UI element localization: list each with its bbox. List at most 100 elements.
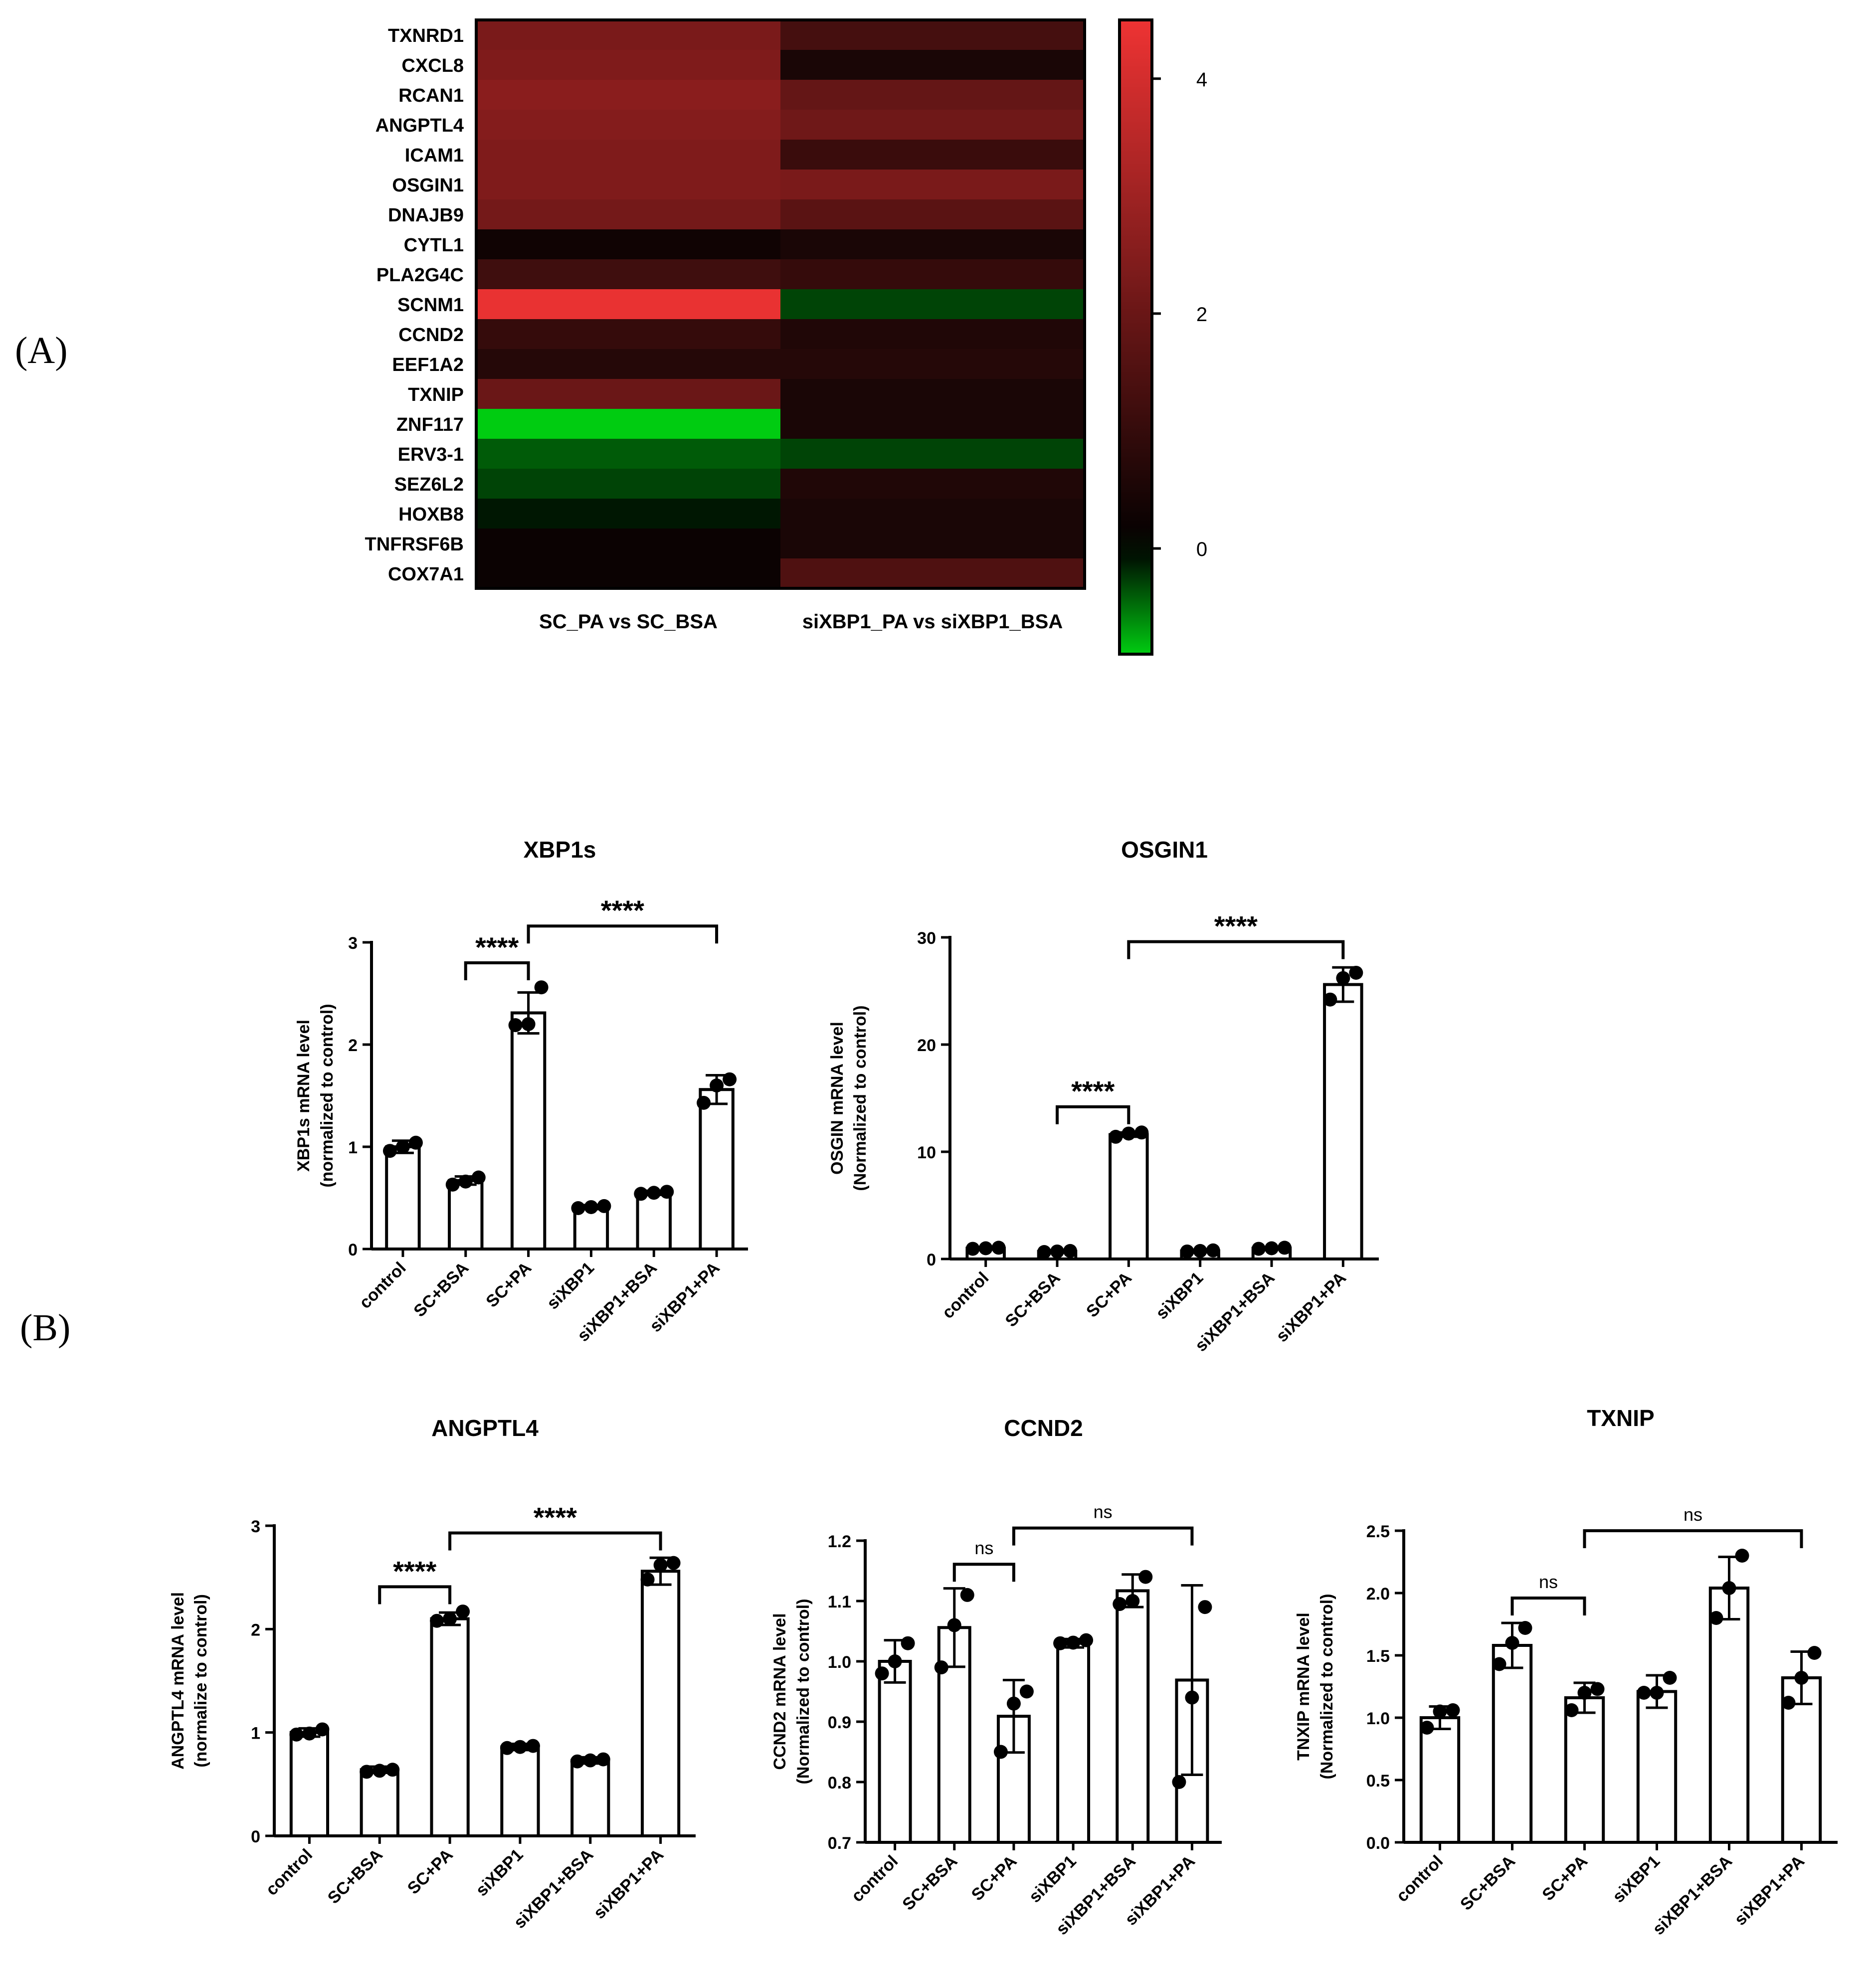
data-point — [1446, 1703, 1460, 1717]
heatmap-cell — [476, 140, 781, 170]
y-tick-label: 1 — [348, 1138, 358, 1157]
heatmap-cell — [780, 379, 1085, 409]
data-point — [584, 1200, 598, 1214]
significance-label: ns — [1684, 1504, 1702, 1525]
data-point — [382, 1144, 397, 1158]
y-tick-label: 2.5 — [1366, 1522, 1390, 1541]
heatmap-border — [475, 18, 1086, 590]
bar — [430, 1617, 470, 1838]
heatmap-row-label: ANGPTL4 — [375, 115, 464, 136]
significance-label: **** — [534, 1502, 577, 1533]
data-point — [993, 1745, 1008, 1759]
bar — [1109, 1133, 1149, 1261]
y-axis-label: (Normalized to control) — [794, 1599, 813, 1784]
y-tick-label: 3 — [251, 1517, 260, 1536]
y-axis-label: TNXIP mRNA level — [1294, 1612, 1313, 1761]
data-point — [1650, 1686, 1664, 1700]
heatmap-cell — [476, 170, 781, 200]
data-point — [901, 1636, 915, 1650]
data-point — [1063, 1244, 1077, 1258]
data-point — [443, 1611, 457, 1626]
x-tick-label: control — [262, 1845, 316, 1899]
data-point — [1050, 1244, 1064, 1258]
data-point — [500, 1741, 514, 1755]
heatmap-row-label: HOXB8 — [398, 504, 464, 525]
data-point — [1066, 1635, 1081, 1650]
data-point — [1079, 1633, 1094, 1647]
y-tick-label: 1 — [251, 1724, 260, 1743]
bar — [1056, 1641, 1091, 1844]
heatmap-column-label: siXBP1_PA vs siXBP1_BSA — [802, 611, 1063, 633]
bar — [1116, 1589, 1150, 1844]
significance-bracket — [1012, 1526, 1194, 1546]
bar — [500, 1745, 540, 1838]
significance-bracket — [378, 1585, 452, 1605]
heatmap-cell — [476, 469, 781, 499]
data-point — [526, 1739, 540, 1753]
heatmap-cell — [476, 409, 781, 439]
heatmap-row-label: PLA2G4C — [376, 265, 464, 286]
bar — [510, 1011, 547, 1251]
data-point — [456, 1605, 470, 1619]
y-tick-label: 0 — [927, 1251, 936, 1269]
significance-label: **** — [601, 894, 644, 926]
heatmap-cell — [780, 289, 1085, 320]
data-point — [710, 1078, 724, 1092]
x-tick-label: SC+PA — [968, 1852, 1021, 1905]
data-point — [1198, 1600, 1212, 1614]
data-point — [647, 1186, 661, 1200]
heatmap-row-label: TXNIP — [408, 384, 464, 405]
x-tick-label: SC+BSA — [410, 1258, 472, 1321]
y-axis-label: (Normalized to control) — [851, 1005, 870, 1191]
x-tick-label: SC+PA — [404, 1845, 457, 1898]
data-point — [395, 1140, 410, 1154]
y-tick-label: 10 — [917, 1143, 936, 1162]
heatmap-row-label: SEZ6L2 — [394, 474, 464, 495]
heatmap-cell — [780, 199, 1085, 230]
heatmap-cell — [476, 558, 781, 589]
heatmap-row-label: ZNF117 — [396, 414, 464, 435]
data-point — [1349, 965, 1363, 980]
y-tick-label: 2 — [251, 1620, 260, 1639]
data-point — [1180, 1244, 1194, 1258]
colorbar-tick-label: 4 — [1196, 69, 1207, 91]
data-point — [302, 1726, 317, 1741]
heatmap-cell — [476, 349, 781, 379]
data-point — [1492, 1657, 1506, 1671]
heatmap-cell — [780, 140, 1085, 170]
bar — [1323, 983, 1363, 1260]
heatmap-column-label: SC_PA vs SC_BSA — [539, 611, 718, 633]
chart-title: TXNIP — [1587, 1405, 1654, 1431]
data-point — [408, 1135, 423, 1150]
significance-label: ns — [1094, 1502, 1113, 1522]
data-point — [534, 980, 549, 995]
significance-bracket — [1056, 1105, 1130, 1124]
y-axis-label: CCND2 mRNA level — [770, 1613, 789, 1770]
heatmap-cell — [780, 469, 1085, 499]
panel-label-b: (B) — [20, 1307, 71, 1349]
chart-title: CCND2 — [1004, 1415, 1083, 1441]
data-point — [570, 1754, 584, 1769]
y-tick-label: 2 — [348, 1036, 358, 1055]
data-point — [978, 1241, 993, 1255]
heatmap-cell — [780, 439, 1085, 469]
data-point — [289, 1727, 304, 1742]
significance-bracket — [527, 924, 719, 944]
x-tick-label: SC+BSA — [1457, 1852, 1519, 1914]
x-tick-label: siXBP1 — [1025, 1852, 1080, 1907]
y-tick-label: 1.2 — [828, 1532, 851, 1551]
heatmap-cell — [780, 349, 1085, 379]
heatmap-cell — [476, 20, 781, 50]
data-point — [1019, 1684, 1034, 1699]
heatmap-cell — [476, 199, 781, 230]
bar — [1636, 1690, 1678, 1844]
heatmap-cell — [780, 558, 1085, 589]
data-point — [445, 1177, 460, 1192]
heatmap-cell — [780, 20, 1085, 50]
bar — [699, 1088, 735, 1251]
data-point — [458, 1174, 473, 1189]
data-point — [1278, 1241, 1292, 1255]
x-tick-label: SC+BSA — [1002, 1268, 1064, 1331]
data-point — [1172, 1775, 1186, 1789]
